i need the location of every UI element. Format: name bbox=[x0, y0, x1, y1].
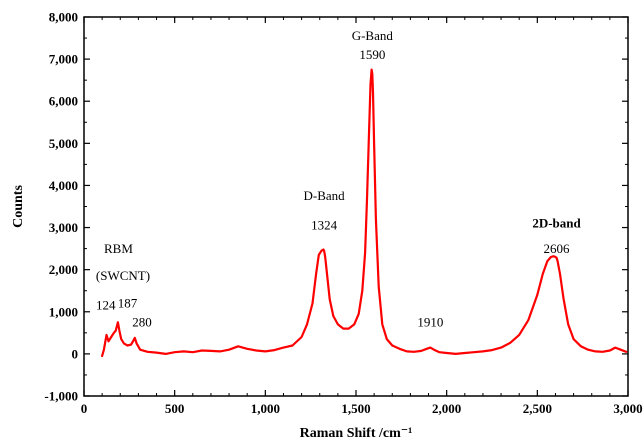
y-tick-label: 7,000 bbox=[49, 52, 78, 67]
peak-annotation: D-Band bbox=[303, 188, 345, 203]
series-layer bbox=[101, 68, 628, 358]
y-tick-label: -1,000 bbox=[44, 389, 78, 404]
peak-annotation: 124 bbox=[96, 298, 116, 313]
y-tick-label: 2,000 bbox=[49, 262, 78, 277]
y-tick-label: 6,000 bbox=[49, 94, 78, 109]
y-tick-label: 0 bbox=[72, 346, 79, 361]
series-line bbox=[101, 68, 628, 358]
peak-annotation: RBM bbox=[104, 241, 133, 256]
peak-annotation: 1910 bbox=[417, 315, 443, 330]
x-tick-label: 0 bbox=[81, 401, 88, 416]
y-tick-label: 4,000 bbox=[49, 178, 78, 193]
y-axis-title: Counts bbox=[11, 185, 26, 228]
x-tick-label: 1,500 bbox=[341, 401, 370, 416]
peak-annotation: (SWCNT) bbox=[96, 268, 150, 283]
peak-annotation: 2606 bbox=[544, 241, 571, 256]
y-tick-label: 1,000 bbox=[49, 304, 78, 319]
y-tick-label: 5,000 bbox=[49, 136, 78, 151]
ticks-layer: -1,00001,0002,0003,0004,0005,0006,0007,0… bbox=[44, 10, 642, 417]
peak-annotation: 1324 bbox=[311, 218, 338, 233]
peak-annotation: G-Band bbox=[352, 28, 394, 43]
x-tick-label: 500 bbox=[165, 401, 185, 416]
x-tick-label: 2,000 bbox=[432, 401, 461, 416]
x-axis-title: Raman Shift /cm⁻¹ bbox=[300, 426, 413, 441]
peak-annotation: 280 bbox=[132, 315, 152, 330]
y-tick-label: 8,000 bbox=[49, 10, 78, 25]
peak-annotation: 2D-band bbox=[532, 216, 581, 231]
annotation-layer: G-Band 1590 D-Band 1324 2D-band 2606 1910 RBM (S… bbox=[96, 28, 582, 329]
x-tick-label: 1,000 bbox=[251, 401, 280, 416]
x-tick-label: 2,500 bbox=[523, 401, 552, 416]
plot-frame bbox=[83, 16, 629, 397]
x-tick-label: 3,000 bbox=[613, 401, 642, 416]
peak-annotation: 187 bbox=[118, 296, 138, 311]
y-tick-label: 3,000 bbox=[49, 220, 78, 235]
peak-annotation: 1590 bbox=[359, 47, 385, 62]
